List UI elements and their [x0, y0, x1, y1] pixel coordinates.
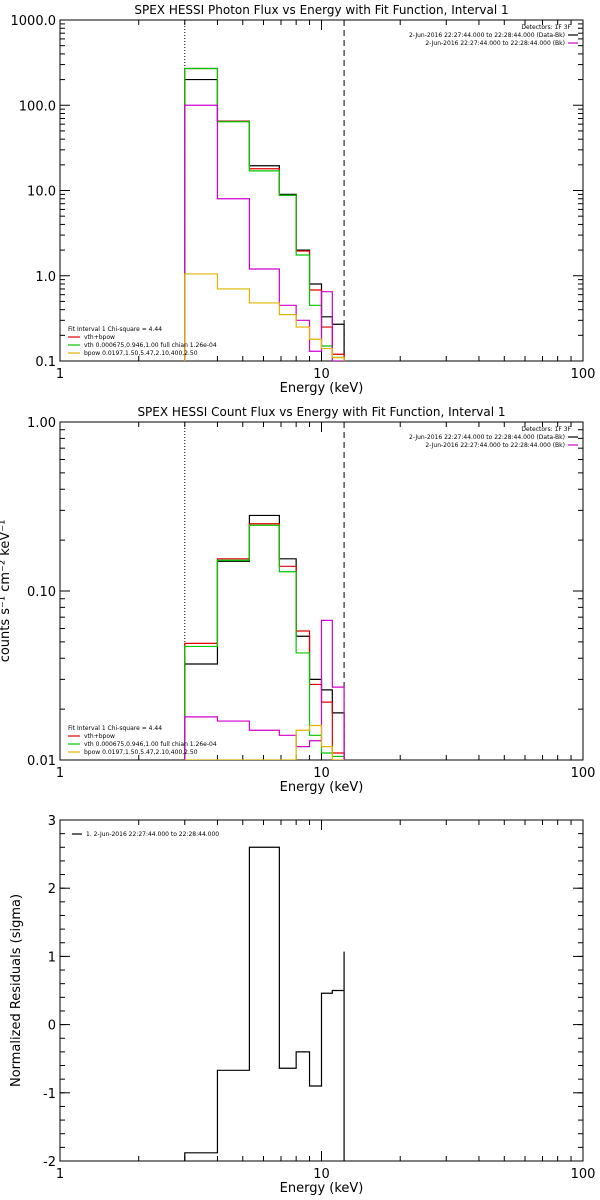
series-data — [184, 514, 345, 760]
x-tick-label: 10 — [313, 1167, 330, 1182]
x-tick-label: 100 — [571, 1167, 596, 1182]
y-tick-label: 1000.0 — [11, 14, 57, 29]
time-legend-text: 2-Jun-2016 22:27:44.000 to 22:28:44.000 … — [425, 442, 565, 449]
fit-legend-text: vth 0.000675,0.946,1.00 full chian 1.26e… — [84, 741, 217, 748]
y-tick-label: -1 — [43, 1087, 56, 1102]
plot-frame — [59, 819, 584, 1162]
series-vth — [184, 524, 345, 760]
x-axis-label: Energy (keV) — [280, 780, 364, 795]
series-bpow — [184, 724, 345, 760]
series-bpow — [184, 273, 345, 361]
y-axis-label: counts s⁻¹ cm⁻² keV⁻¹ — [0, 520, 13, 663]
y-axis-label: Normalized Residuals (sigma) — [9, 894, 24, 1087]
fit-legend-text: vth+bpow — [84, 733, 115, 740]
detectors-label: Detectors: 1F 3F — [521, 426, 571, 433]
x-tick-label: 10 — [313, 367, 330, 382]
x-tick-label: 1 — [56, 1167, 64, 1182]
time-legend-text: 2-Jun-2016 22:27:44.000 to 22:28:44.000 … — [409, 32, 565, 39]
x-tick-label: 1 — [56, 367, 64, 382]
x-axis-label: Energy (keV) — [280, 1181, 364, 1196]
series-data — [184, 78, 345, 361]
fit-legend-text: Fit Interval 1 Chi-square = 4.44 — [68, 725, 162, 732]
time-legend-text: 2-Jun-2016 22:27:44.000 to 22:28:44.000 … — [425, 40, 565, 47]
series-data — [184, 846, 345, 1161]
series-vth — [184, 67, 345, 361]
y-tick-label: 100.0 — [19, 99, 56, 114]
chart-panel-count: SPEX HESSI Count Flux vs Energy with Fit… — [0, 405, 595, 795]
y-tick-label: -2 — [43, 1155, 56, 1170]
x-axis-label: Energy (keV) — [280, 381, 364, 396]
fit-legend-text: bpow 0.0197,1.50,5.47,2.10,400,2.50 — [84, 749, 198, 756]
detectors-label: Detectors: 1F 3F — [521, 24, 571, 31]
y-tick-label: 0.10 — [27, 585, 56, 600]
y-tick-label: 10.0 — [27, 185, 56, 200]
x-tick-label: 1 — [56, 766, 64, 781]
series-bk — [184, 104, 345, 361]
chart-title: SPEX HESSI Photon Flux vs Energy with Fi… — [134, 3, 508, 17]
fit-legend-text: vth 0.000675,0.946,1.00 full chian 1.26e… — [84, 342, 217, 349]
y-tick-label: 0 — [48, 1019, 56, 1034]
series-fit_total — [184, 67, 345, 361]
y-tick-label: 0.1 — [35, 355, 56, 370]
y-tick-label: 1.00 — [27, 416, 56, 431]
x-tick-label: 100 — [571, 766, 596, 781]
fit-legend-text: Fit Interval 1 Chi-square = 4.44 — [68, 326, 162, 333]
time-legend-text: 2-Jun-2016 22:27:44.000 to 22:28:44.000 … — [409, 434, 565, 441]
legend-text: 1. 2-Jun-2016 22:27:44.000 to 22:28:44.0… — [86, 831, 219, 838]
fit-legend-text: vth+bpow — [84, 334, 115, 341]
fit-legend-text: bpow 0.0197,1.50,5.47,2.10,400,2.50 — [84, 350, 198, 357]
x-tick-label: 100 — [571, 367, 596, 382]
y-tick-label: 1.0 — [35, 270, 56, 285]
series-bk — [184, 619, 345, 760]
y-tick-label: 2 — [48, 882, 56, 897]
chart-panel-resid: 1 10 100 Energy (keV) -2 -1 0 1 2 3 Normalized Res… — [9, 814, 595, 1196]
chart-title: SPEX HESSI Count Flux vs Energy with Fit… — [137, 405, 505, 419]
chart-panel-photon: SPEX HESSI Photon Flux vs Energy with Fi… — [11, 3, 596, 396]
series-fit_total — [184, 523, 345, 760]
y-tick-label: 3 — [48, 814, 56, 829]
y-tick-label: 0.01 — [27, 754, 56, 769]
x-tick-label: 10 — [313, 766, 330, 781]
y-tick-label: 1 — [48, 950, 56, 965]
